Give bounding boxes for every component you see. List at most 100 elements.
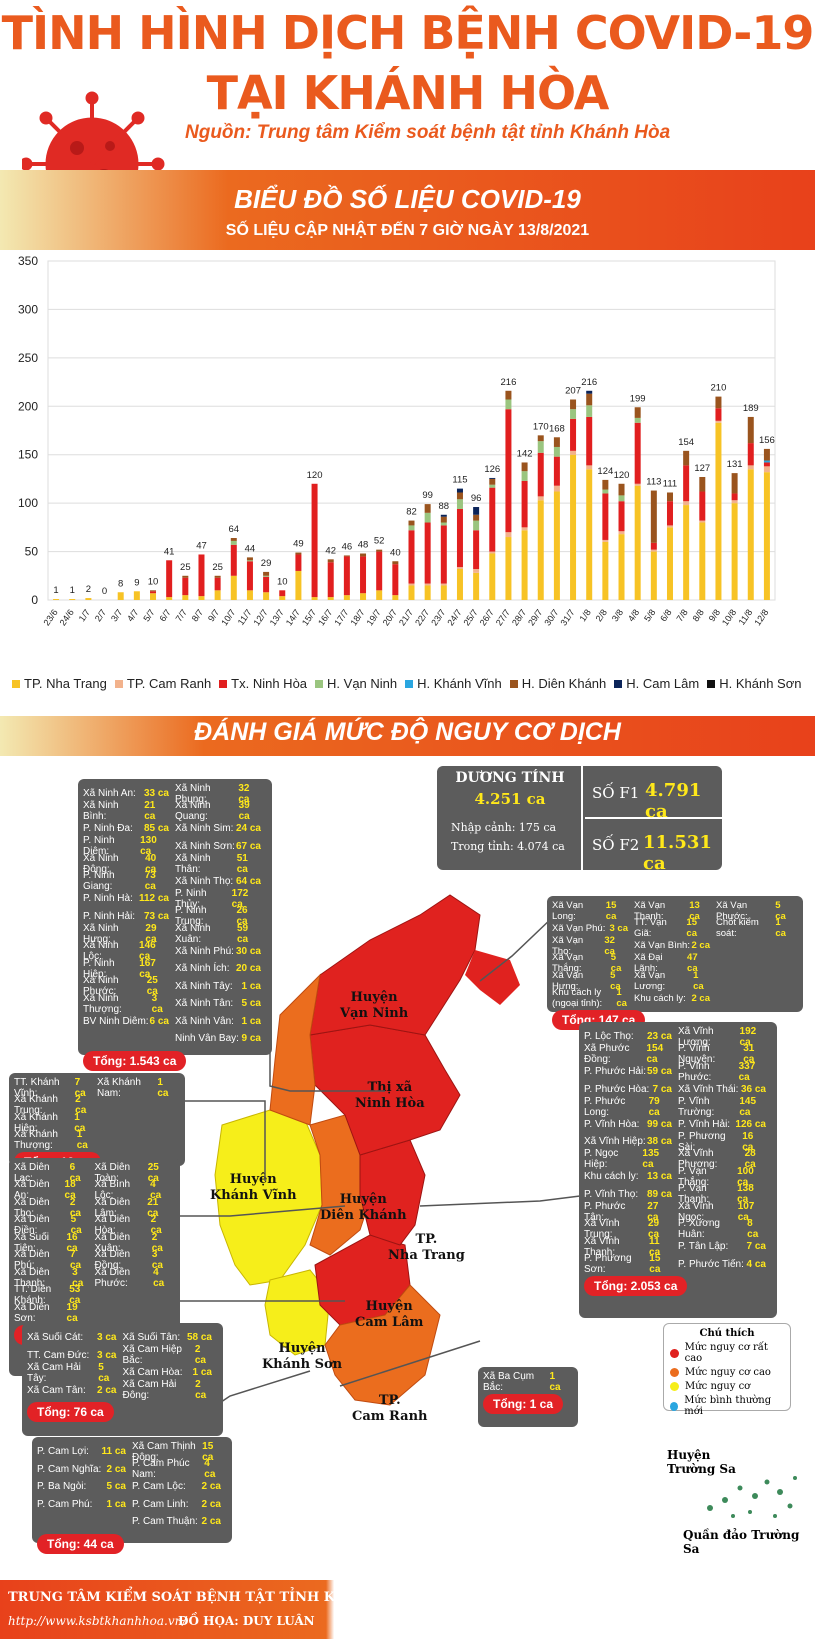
bar-segment xyxy=(311,483,318,598)
box-value: 7 ca xyxy=(652,1083,672,1095)
x-tick-label: 15/7 xyxy=(300,607,318,627)
bar-segment xyxy=(440,516,447,523)
box-row: Xã Diên An: 18 ca Xã Bình Lộc: 4 ca xyxy=(14,1179,175,1201)
bar-total-label: 127 xyxy=(694,463,710,474)
map-legend-label: Mức nguy cơ cao xyxy=(685,1367,771,1378)
bar-total-label: 216 xyxy=(501,377,517,388)
box-label: P. Ninh Diêm: xyxy=(83,835,115,858)
bar-segment xyxy=(150,591,157,594)
box-row: Xã Diên Lạc: 6 ca Xã Diên Toàn: 25 ca xyxy=(14,1162,175,1184)
bar-segment xyxy=(246,590,253,600)
bar-segment xyxy=(634,417,641,423)
bar-total-label: 44 xyxy=(245,543,256,554)
x-tick-label: 30/7 xyxy=(542,607,560,627)
box-value: 27 ca xyxy=(647,1200,659,1223)
box-value: 29 ca xyxy=(145,922,157,945)
box-value: 24 ca xyxy=(235,823,261,835)
bar-segment xyxy=(763,460,770,463)
box-row: Xã Diên Sơn: 19 ca xyxy=(14,1302,175,1324)
map-legend-item: Mức nguy cơ xyxy=(670,1381,784,1392)
x-tick-label: 3/7 xyxy=(109,607,124,623)
legend-label: TP. Nha Trang xyxy=(24,676,107,691)
box-value: 15 ca xyxy=(202,1440,214,1463)
box-value: 2 ca xyxy=(151,1231,163,1254)
box-label: Xã Ninh Đông: xyxy=(83,852,119,875)
bar-total-label: 126 xyxy=(484,464,500,475)
box-value: 2 ca xyxy=(195,1379,207,1402)
box-value: 1 ca xyxy=(775,917,786,940)
bar-segment xyxy=(731,473,738,494)
box-row: Xã Khánh Thượng: 1 ca xyxy=(14,1129,180,1151)
bar-segment xyxy=(570,418,577,451)
bar-segment xyxy=(715,420,722,423)
box-value: 31 ca xyxy=(743,1043,755,1066)
bar-segment xyxy=(150,590,157,592)
map-legend-label: Mức nguy cơ rất cao xyxy=(684,1342,768,1364)
box-row: TT. Diên Khánh: 53 ca xyxy=(14,1284,175,1306)
x-tick-label: 23/6 xyxy=(41,607,59,627)
box-total: Tổng: 44 ca xyxy=(37,1533,124,1554)
box-label: BV Ninh Diêm: xyxy=(83,1015,149,1027)
box-value: 2 ca xyxy=(75,1094,87,1117)
footer-url[interactable]: http://www.ksbtkhanhhoa.vn/ xyxy=(8,1614,187,1628)
box-row: Xã Phước Đồng: 154 ca P. Vĩnh Nguyên: 31 ca xyxy=(584,1043,772,1066)
box-row: Xã Diên Điền: 5 ca Xã Diên Hòa: 2 ca xyxy=(14,1214,175,1236)
bar-segment xyxy=(586,469,593,600)
bar-segment xyxy=(505,399,512,410)
legend-label: H. Khánh Vĩnh xyxy=(417,676,502,691)
bar-total-label: 0 xyxy=(102,586,107,597)
bar-segment xyxy=(602,541,609,600)
bar-total-label: 207 xyxy=(565,386,581,397)
box-label: TT. Vạn Giã: xyxy=(634,917,667,940)
bar-segment xyxy=(537,452,544,497)
legend-swatch xyxy=(114,680,123,688)
bar-total-label: 154 xyxy=(678,437,694,448)
bar-segment xyxy=(473,530,480,570)
y-tick-label: 250 xyxy=(18,351,38,365)
bar-segment xyxy=(699,476,706,492)
box-value: 32 ca xyxy=(238,782,250,805)
bar-total-label: 199 xyxy=(630,393,646,404)
legend-label: H. Diên Khánh xyxy=(521,676,607,691)
box-label: Xã Vạn Phước: xyxy=(716,899,748,922)
bar-total-label: 120 xyxy=(307,470,323,481)
box-label: Xã Ninh Sim: xyxy=(175,823,234,835)
chart-legend: TP. Nha Trang TP. Cam Ranh Tx. Ninh Hòa H. … xyxy=(12,676,801,691)
bar-segment xyxy=(424,504,431,513)
box-value: 1 ca xyxy=(693,969,704,992)
x-tick-label: 10/7 xyxy=(219,607,237,627)
bar-segment xyxy=(279,590,286,597)
bar-total-label: 49 xyxy=(293,539,304,550)
bar-total-label: 88 xyxy=(439,501,450,512)
box-label: Ninh Vân Bay: xyxy=(175,1033,239,1045)
x-tick-label: 8/8 xyxy=(691,607,706,623)
box-value: 1 ca xyxy=(549,1370,561,1393)
bar-segment xyxy=(263,575,270,577)
bar-total-label: 8 xyxy=(118,578,123,589)
legend-label: H. Cam Lâm xyxy=(626,676,700,691)
box-label: Khu cách ly (ngoại tỉnh): xyxy=(552,987,603,1010)
bar-segment xyxy=(489,478,496,485)
box-label: Xã Suối Tiên: xyxy=(14,1231,50,1254)
bar-segment xyxy=(570,409,577,419)
legend-label: Tx. Ninh Hòa xyxy=(231,676,308,691)
bar-segment xyxy=(683,505,690,600)
f2-label: SỐ F2 xyxy=(592,836,640,854)
bar-total-label: 29 xyxy=(261,558,272,569)
bar-segment xyxy=(586,416,593,466)
box-label: P. Tân Lập: xyxy=(678,1241,729,1253)
bar-total-label: 10 xyxy=(148,576,159,587)
box-label: Xã Vĩnh Thạnh: xyxy=(584,1235,620,1258)
bar-total-label: 111 xyxy=(663,478,677,489)
x-tick-label: 27/7 xyxy=(494,607,512,627)
box-label: P. Ninh Hải: xyxy=(83,910,136,922)
box-label: Xã Vạn Thọ: xyxy=(552,934,584,957)
box-row: Khu cách ly: 13 ca P. Vạn Thắng: 100 ca xyxy=(584,1166,772,1188)
bar-segment xyxy=(489,553,496,600)
truong-sa-islands-label: Quần đảo Trường Sa xyxy=(683,1528,800,1556)
box-label: Xã Ninh Vân: xyxy=(175,1015,234,1027)
box-row: P. Ninh Hiệp: 167 ca Xã Ninh Ích: 20 ca xyxy=(83,958,267,980)
bar-segment xyxy=(586,465,593,470)
bar-segment xyxy=(311,597,318,600)
x-tick-label: 28/7 xyxy=(510,607,528,627)
